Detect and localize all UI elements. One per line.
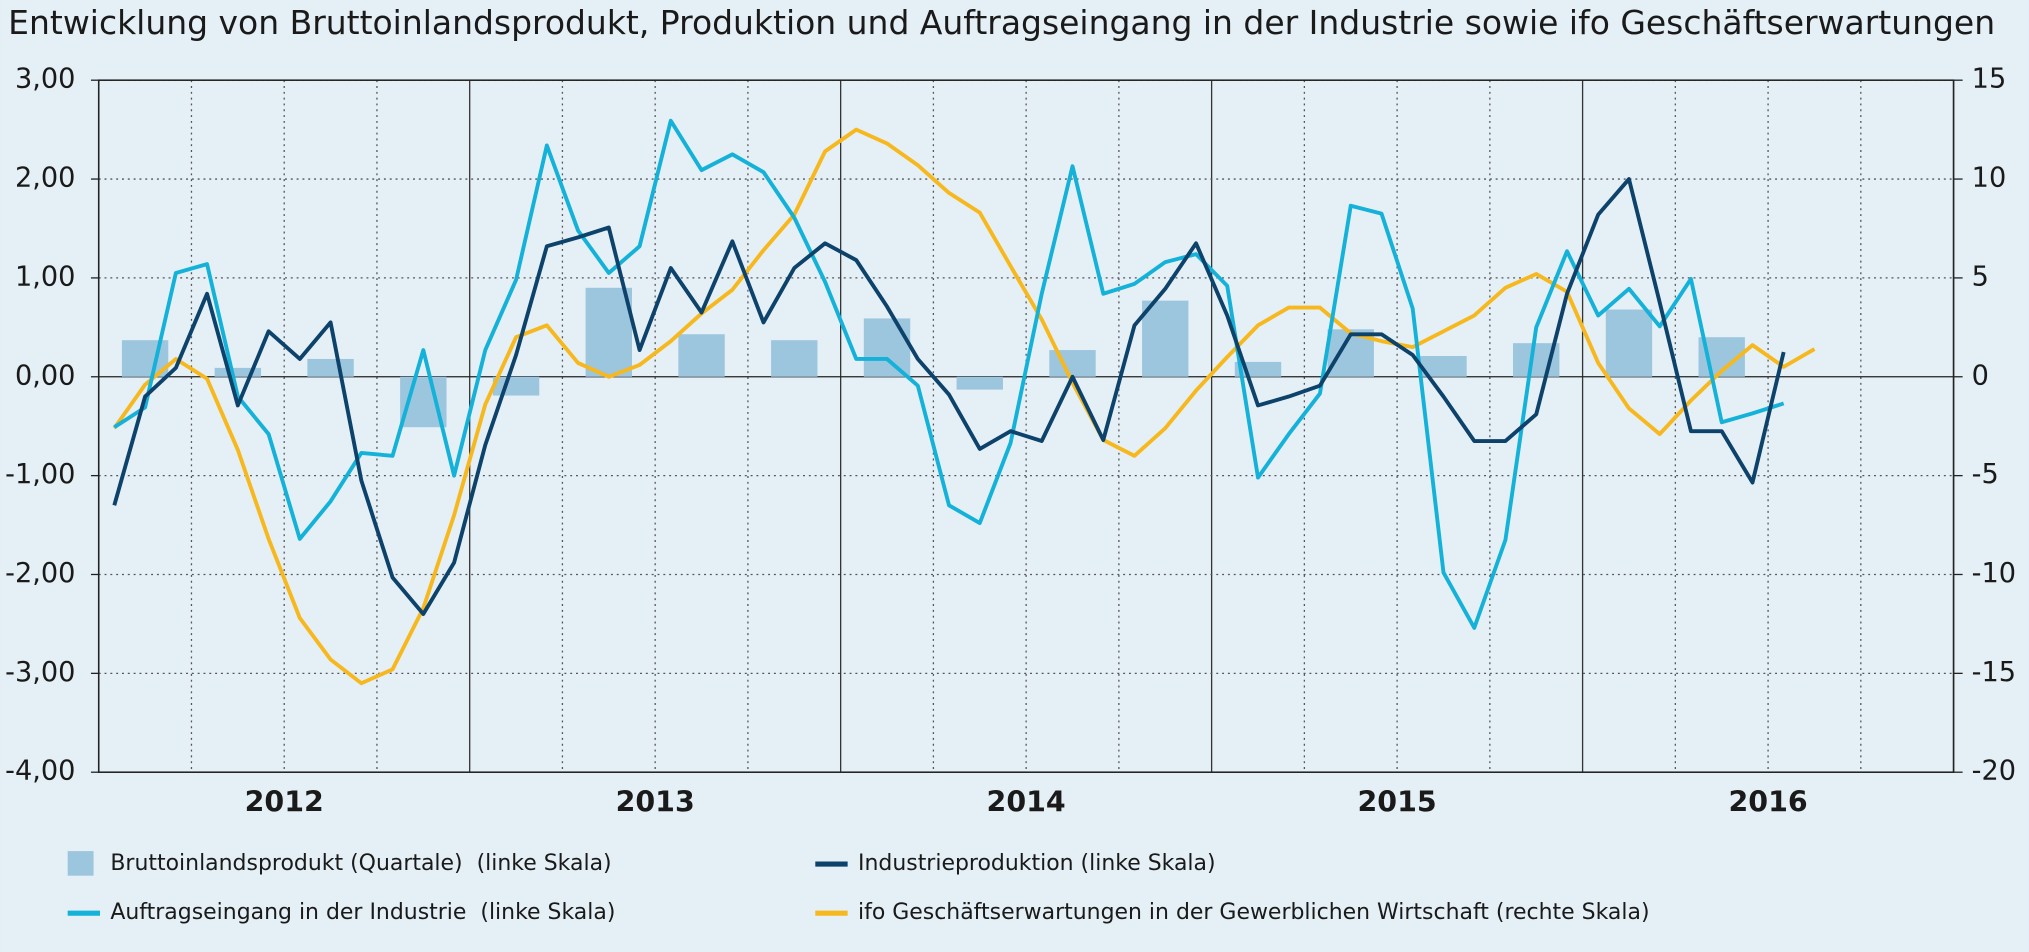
- bar: [863, 318, 911, 377]
- x-tick-label: 2012: [245, 785, 324, 818]
- y-tick-label: -3,00: [5, 657, 75, 688]
- y2-tick-label: -15: [1972, 657, 2016, 688]
- bar: [1420, 356, 1467, 377]
- legend-label: Auftragseingang in der Industrie (linke …: [110, 900, 615, 925]
- bar: [492, 376, 540, 396]
- legend-item: Industrieproduktion (linke Skala): [815, 851, 1216, 876]
- legend-swatch: [67, 851, 94, 876]
- legend-item: ifo Geschäftserwartungen in der Gewerbli…: [815, 900, 1650, 925]
- x-tick-label: 2013: [616, 785, 695, 818]
- y-tick-label: -4,00: [5, 756, 75, 787]
- legend-label: Industrieproduktion (linke Skala): [858, 851, 1216, 876]
- bar: [307, 358, 354, 377]
- y2-tick-label: 5: [1972, 261, 1989, 292]
- y2-tick-label: 10: [1972, 163, 2007, 194]
- x-tick-label: 2015: [1358, 785, 1437, 818]
- y-tick-label: 2,00: [15, 163, 75, 194]
- line: [113, 118, 1785, 630]
- y-tick-label: 3,00: [15, 64, 75, 95]
- y2-tick-label: 0: [1972, 360, 1989, 391]
- legend-item: Bruttoinlandsprodukt (Quartale) (linke S…: [67, 851, 612, 876]
- bar: [585, 287, 632, 377]
- plot-frame: [97, 79, 1955, 773]
- bar: [214, 367, 262, 377]
- legend-label: ifo Geschäftserwartungen in der Gewerbli…: [858, 900, 1650, 925]
- bar: [771, 340, 818, 377]
- y-tick-label: -1,00: [5, 459, 75, 490]
- bar: [1142, 300, 1189, 377]
- y2-tick-label: -20: [1972, 756, 2016, 787]
- y-tick-label: -2,00: [5, 558, 75, 589]
- y2-tick-label: -10: [1972, 558, 2016, 589]
- y-tick-label: 1,00: [15, 261, 75, 292]
- legend-label: Bruttoinlandsprodukt (Quartale) (linke S…: [110, 851, 611, 876]
- bar: [956, 376, 1003, 390]
- line: [112, 127, 1816, 686]
- legend-item: Auftragseingang in der Industrie (linke …: [67, 900, 615, 925]
- x-tick-label: 2016: [1729, 785, 1808, 818]
- line: [112, 177, 1786, 616]
- y2-tick-label: 15: [1972, 64, 2007, 95]
- chart-title: Entwicklung von Bruttoinlandsprodukt, Pr…: [8, 3, 1995, 42]
- y2-tick-label: -5: [1972, 459, 1999, 490]
- y-tick-label: 0,00: [15, 360, 75, 391]
- bar: [678, 334, 725, 377]
- x-tick-label: 2014: [987, 785, 1066, 818]
- bar: [1605, 309, 1653, 377]
- bar: [1049, 350, 1096, 377]
